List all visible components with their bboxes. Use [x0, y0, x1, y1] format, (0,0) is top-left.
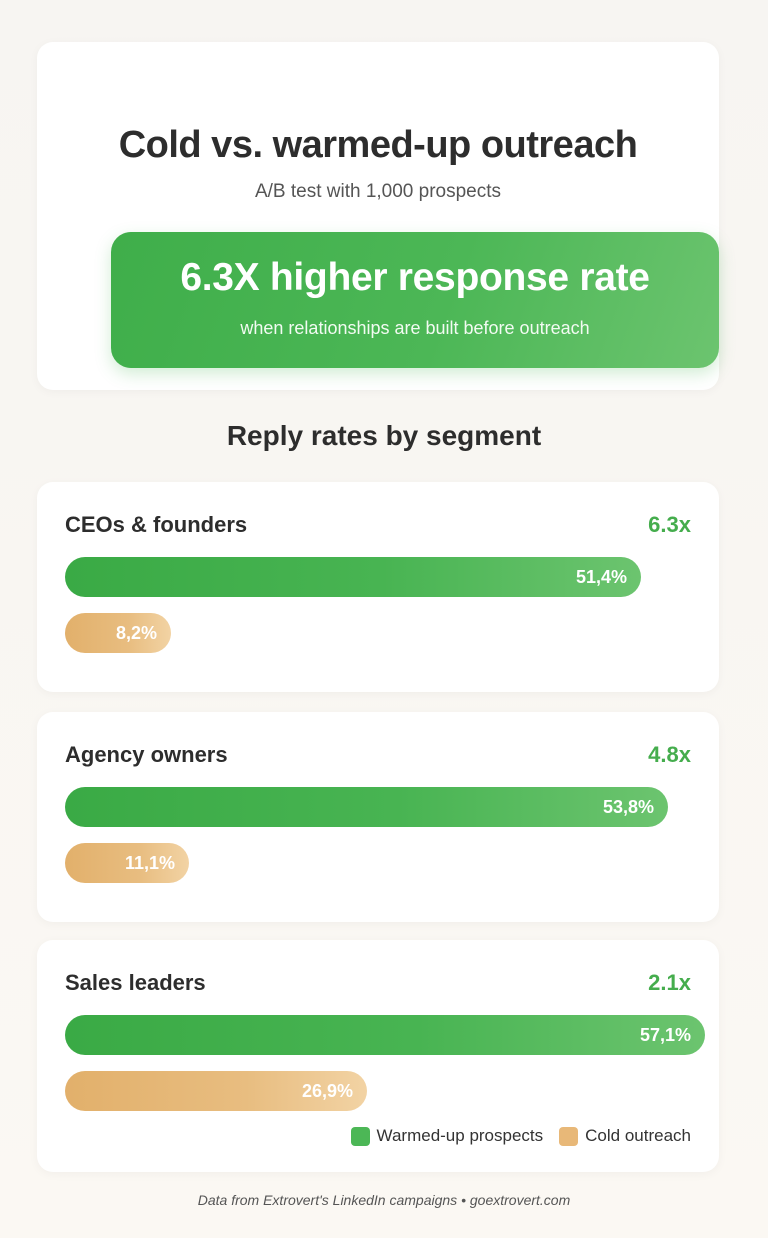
legend-swatch-cold: [559, 1126, 579, 1146]
segment-multiplier: 4.8x: [648, 742, 691, 767]
highlight-banner: 6.3X higher response rate when relations…: [111, 232, 719, 368]
chart-legend: Warmed-up prospects Cold outreach: [350, 1126, 691, 1146]
segment-label: Sales leaders: [65, 970, 206, 995]
legend-item-cold: Cold outreach: [559, 1126, 691, 1146]
page-title: Cold vs. warmed-up outreach: [118, 124, 638, 166]
legend-label-warm: Warmed-up prospects: [376, 1126, 544, 1145]
highlight-headline: 6.3X higher response rate: [180, 256, 650, 299]
cold-bar-value: 26,9%: [301, 1080, 353, 1101]
warm-bar: 51,4%: [65, 557, 641, 597]
cold-bar: 26,9%: [65, 1071, 367, 1111]
segment-card: Agency owners 4.8x 53,8% 11,1%: [37, 712, 719, 922]
segment-card: CEOs & founders 6.3x 51,4% 8,2%: [37, 482, 719, 692]
section-title: Reply rates by segment: [226, 420, 542, 451]
legend-label-cold: Cold outreach: [585, 1126, 691, 1145]
legend-swatch-warm: [350, 1126, 370, 1146]
segment-multiplier: 6.3x: [648, 512, 691, 537]
segment-label: Agency owners: [65, 742, 228, 767]
hero-card: Cold vs. warmed-up outreach A/B test wit…: [37, 42, 719, 390]
warm-bar-value: 57,1%: [639, 1024, 691, 1045]
footer-note: Data from Extrovert's LinkedIn campaigns…: [197, 1192, 571, 1208]
cold-bar-value: 8,2%: [115, 622, 157, 643]
warm-bar-value: 53,8%: [602, 796, 654, 817]
segment-multiplier: 2.1x: [648, 970, 691, 995]
highlight-subline: when relationships are built before outr…: [240, 318, 590, 338]
cold-bar: 11,1%: [65, 843, 189, 883]
cold-bar-value: 11,1%: [124, 852, 175, 873]
segment-label: CEOs & founders: [65, 512, 248, 537]
segment-card: Sales leaders 2.1x 57,1% 26,9% Warmed-up pro…: [37, 940, 719, 1172]
cold-bar: 8,2%: [65, 613, 171, 653]
warm-bar-value: 51,4%: [575, 566, 627, 587]
legend-item-warm: Warmed-up prospects: [350, 1126, 544, 1146]
warm-bar: 57,1%: [65, 1015, 705, 1055]
warm-bar: 53,8%: [65, 787, 668, 827]
page-subtitle: A/B test with 1,000 prospects: [254, 181, 502, 202]
